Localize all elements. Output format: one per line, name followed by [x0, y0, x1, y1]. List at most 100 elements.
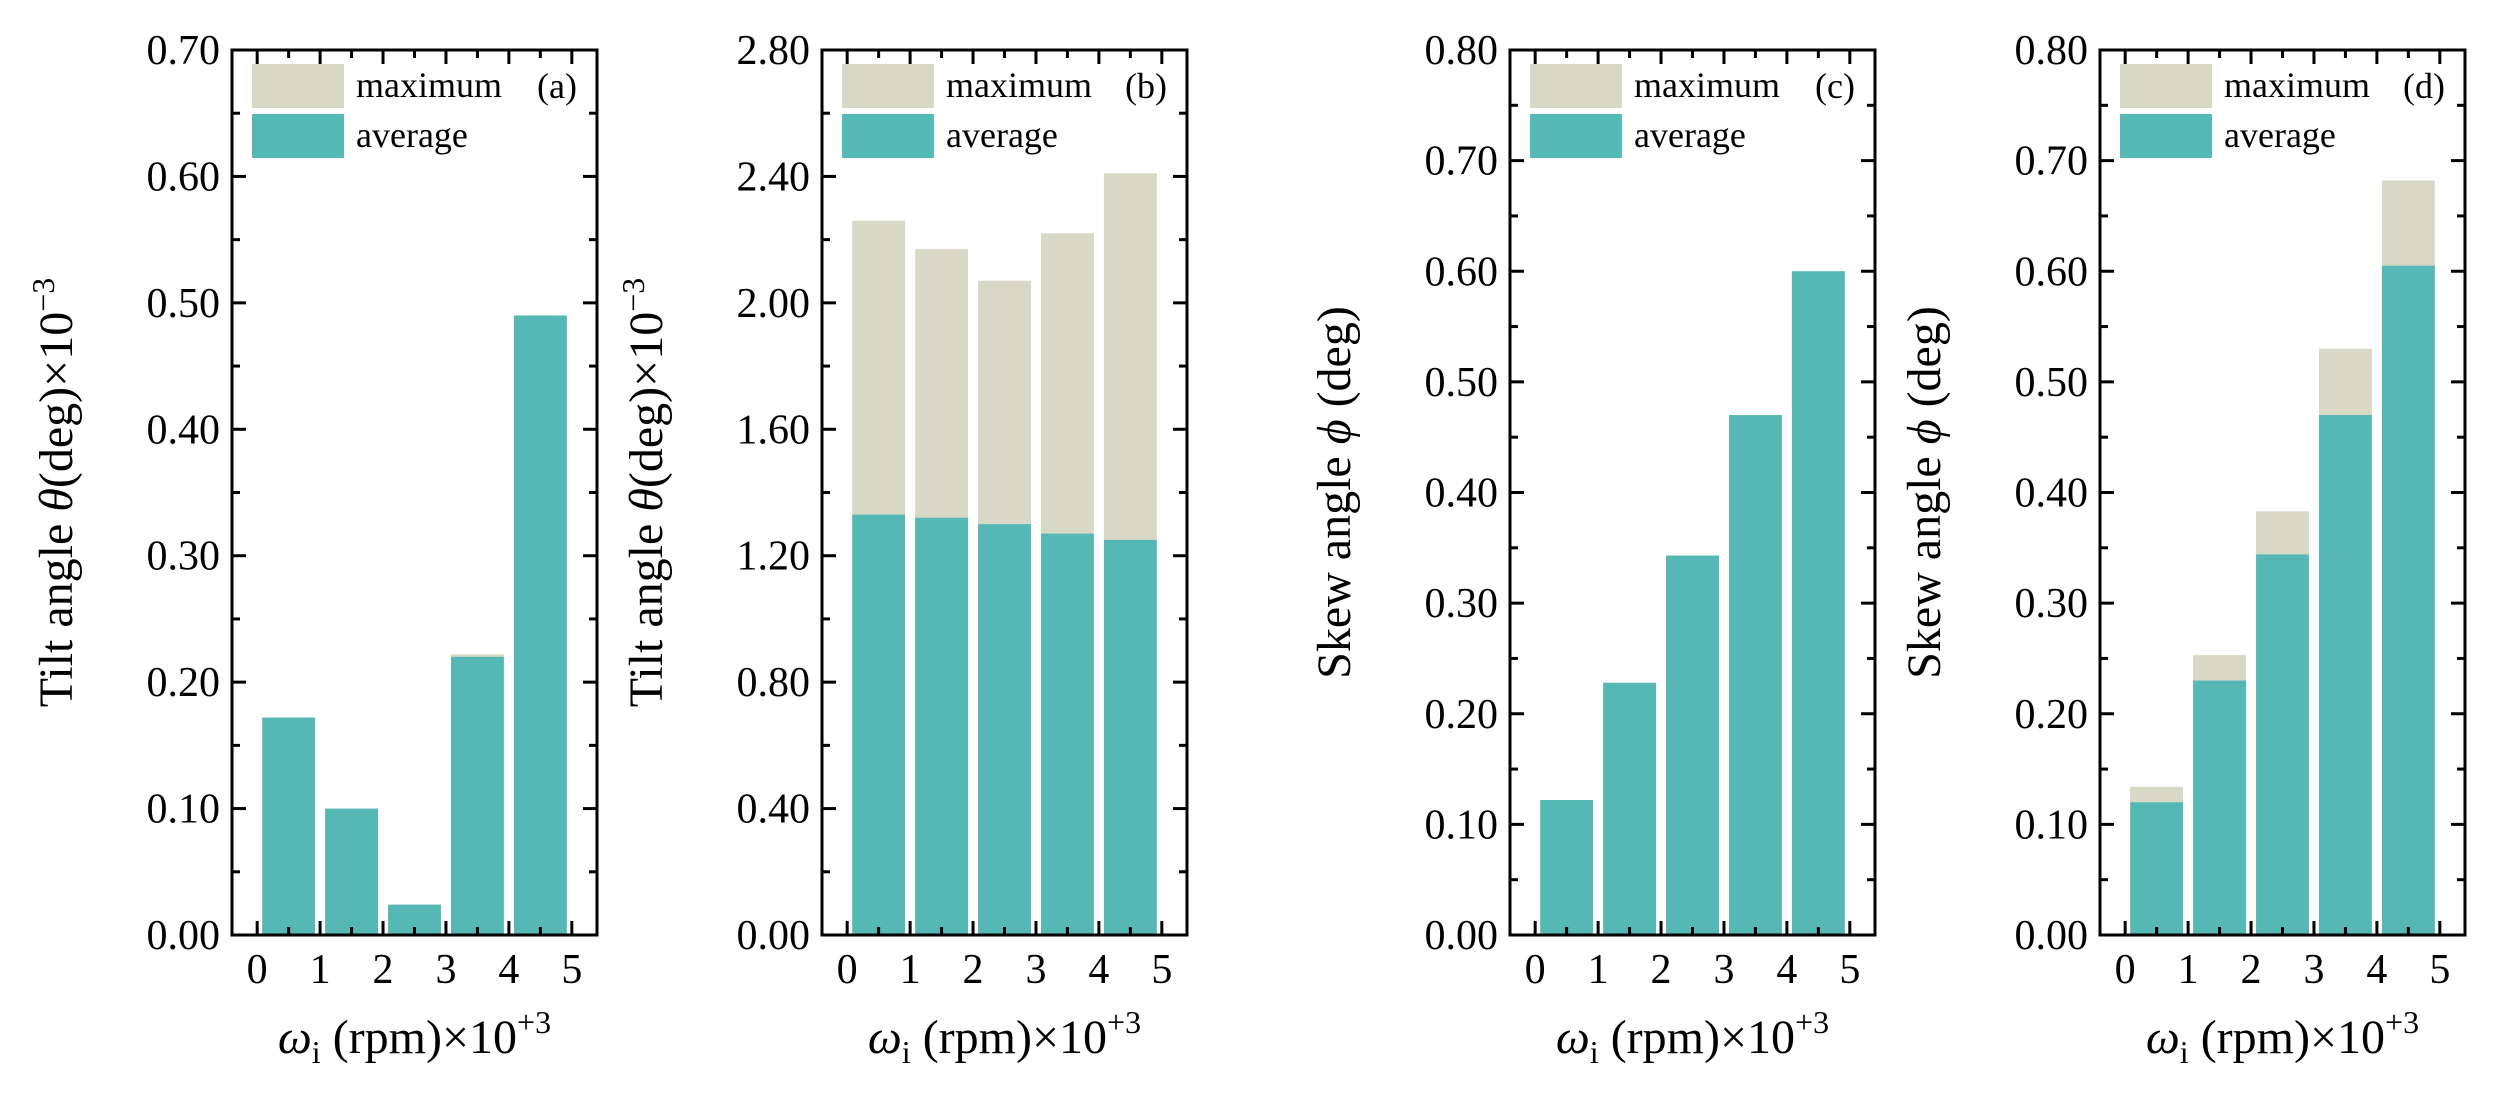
- y-tick-label: 0.10: [2015, 802, 2089, 848]
- y-tick-label: 0.40: [1425, 471, 1499, 517]
- y-axis-label-symbol: θ: [30, 488, 83, 512]
- y-tick-label: 0.30: [2015, 581, 2089, 627]
- panel-tag: (a): [537, 66, 577, 106]
- bar-average-2: [1666, 555, 1719, 935]
- bar-average-4: [1791, 271, 1845, 935]
- x-tick-label: 4: [1776, 947, 1797, 993]
- y-axis-label-text: Tilt angle: [30, 512, 83, 708]
- x-axis-label-unit: (rpm)×10: [321, 1011, 517, 1064]
- x-tick-label: 2: [373, 947, 394, 993]
- x-axis-label-exponent: +3: [1795, 1004, 1829, 1040]
- y-axis-label-text: Skew angle: [1308, 444, 1361, 679]
- x-axis-label-subscript: i: [1590, 1034, 1599, 1070]
- x-tick-label: 3: [1713, 947, 1734, 993]
- y-tick-label: 0.70: [2015, 139, 2089, 185]
- y-tick-label: 2.40: [737, 154, 811, 200]
- bar-average-3: [1729, 415, 1782, 935]
- y-tick-label: 0.20: [2015, 692, 2089, 738]
- x-tick-label: 1: [2178, 947, 2199, 993]
- bar-average-1: [2193, 680, 2246, 935]
- y-tick-label: 0.20: [1425, 692, 1499, 738]
- bar-average-3: [2319, 415, 2372, 935]
- y-tick-label: 1.20: [737, 534, 811, 580]
- x-tick-label: 3: [2303, 947, 2324, 993]
- x-tick-label: 2: [963, 947, 984, 993]
- legend-swatch-average: [842, 114, 934, 158]
- y-axis-label-unit: (deg)×10: [30, 312, 83, 488]
- panel-tag: (b): [1125, 66, 1167, 106]
- x-tick-label: 1: [900, 947, 921, 993]
- y-tick-label: 0.00: [737, 913, 811, 959]
- legend-swatch-average: [1530, 114, 1622, 158]
- y-axis-label-unit: (deg): [1308, 306, 1361, 419]
- y-tick-label: 0.60: [1425, 249, 1499, 295]
- bar-average-1: [325, 808, 378, 935]
- y-tick-label: 0.40: [2015, 471, 2089, 517]
- x-tick-label: 1: [1588, 947, 1609, 993]
- y-tick-label: 0.20: [147, 660, 221, 706]
- y-tick-label: 0.00: [1425, 913, 1499, 959]
- x-axis-label-unit: (rpm)×10: [1599, 1011, 1795, 1064]
- x-axis-label: ωi (rpm)×10+3: [278, 1004, 551, 1070]
- legend-label-maximum: maximum: [2224, 65, 2370, 105]
- bar-average-3: [1041, 533, 1094, 935]
- y-tick-label: 0.80: [1425, 28, 1499, 74]
- chart-panel-1: 0.00 0.10 0.20 0.30 0.40 0.50 0.60 0.70 0 1 2 3 4 5 ma…: [25, 28, 599, 1070]
- x-axis-label-symbol: ω: [2146, 1011, 2180, 1064]
- bar-average-3: [451, 656, 504, 935]
- legend-swatch-maximum: [252, 64, 344, 108]
- y-axis-label-exponent: −3: [615, 278, 651, 312]
- y-axis-label-text: Skew angle: [1898, 444, 1951, 679]
- y-axis-label: Tilt angle θ(deg)×10−3: [615, 278, 673, 708]
- y-tick-label: 0.60: [2015, 249, 2089, 295]
- legend-label-maximum: maximum: [946, 65, 1092, 105]
- y-tick-label: 0.70: [1425, 139, 1499, 185]
- bar-average-0: [852, 514, 906, 935]
- y-tick-label: 0.30: [1425, 581, 1499, 627]
- x-tick-label: 1: [310, 947, 331, 993]
- x-tick-label: 5: [2429, 947, 2450, 993]
- x-tick-label: 5: [561, 947, 582, 993]
- y-tick-label: 0.40: [147, 407, 221, 453]
- x-tick-label: 4: [498, 947, 519, 993]
- y-axis-label-symbol: ϕ: [1898, 419, 1951, 444]
- x-axis-label-subscript: i: [312, 1034, 321, 1070]
- legend-swatch-maximum: [2120, 64, 2212, 108]
- y-axis-label-symbol: θ: [620, 488, 673, 512]
- bar-average-4: [1103, 539, 1157, 935]
- y-axis-label: Tilt angle θ(deg)×10−3: [25, 278, 83, 708]
- x-tick-label: 4: [1088, 947, 1109, 993]
- y-tick-label: 0.00: [2015, 913, 2089, 959]
- y-axis-label-exponent: −3: [25, 278, 61, 312]
- x-axis-label-unit: (rpm)×10: [2189, 1011, 2385, 1064]
- x-axis-label: ωi (rpm)×10+3: [2146, 1004, 2419, 1070]
- y-tick-label: 2.00: [737, 281, 811, 327]
- y-tick-label: 0.10: [1425, 802, 1499, 848]
- bar-average-0: [2130, 802, 2184, 935]
- bar-average-2: [2256, 554, 2309, 935]
- panel-tag: (c): [1815, 66, 1855, 106]
- legend-swatch-average: [2120, 114, 2212, 158]
- legend-label-average: average: [1634, 115, 1746, 155]
- x-tick-label: 5: [1151, 947, 1172, 993]
- y-tick-label: 0.80: [2015, 28, 2089, 74]
- y-axis-label-unit: (deg)×10: [620, 312, 673, 488]
- y-axis-label: Skew angle ϕ (deg): [1898, 306, 1951, 679]
- x-axis-label-subscript: i: [2180, 1034, 2189, 1070]
- legend-label-average: average: [946, 115, 1058, 155]
- bar-average-0: [262, 717, 316, 935]
- y-tick-label: 0.30: [147, 534, 221, 580]
- y-tick-label: 0.40: [737, 787, 811, 833]
- y-tick-label: 2.80: [737, 28, 811, 74]
- legend-swatch-maximum: [1530, 64, 1622, 108]
- y-axis-label-text: Tilt angle: [620, 512, 673, 708]
- x-tick-label: 3: [1025, 947, 1046, 993]
- x-axis-label-symbol: ω: [1556, 1011, 1590, 1064]
- legend-label-average: average: [2224, 115, 2336, 155]
- x-tick-label: 0: [837, 947, 858, 993]
- panel-tag: (d): [2403, 66, 2445, 106]
- x-axis-label-exponent: +3: [517, 1004, 551, 1040]
- bar-average-2: [978, 524, 1031, 935]
- x-axis-label: ωi (rpm)×10+3: [1556, 1004, 1829, 1070]
- x-axis-label-exponent: +3: [2385, 1004, 2419, 1040]
